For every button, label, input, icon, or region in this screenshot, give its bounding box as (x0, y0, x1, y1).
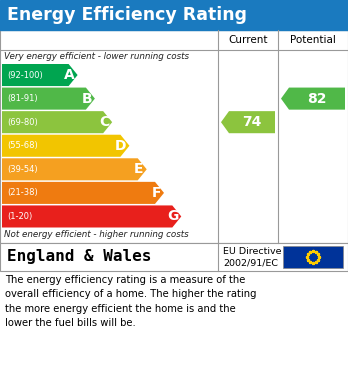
Bar (0, 30, 348, 243)
Text: F: F (151, 186, 161, 200)
Text: D: D (115, 139, 126, 153)
Polygon shape (221, 111, 275, 133)
Text: Very energy efficient - lower running costs: Very energy efficient - lower running co… (4, 52, 189, 61)
Polygon shape (281, 88, 345, 109)
Text: EU Directive
2002/91/EC: EU Directive 2002/91/EC (223, 247, 282, 267)
Bar (0, 243, 348, 271)
Text: E: E (134, 162, 144, 176)
Polygon shape (2, 182, 164, 204)
Text: 82: 82 (307, 91, 327, 106)
Text: (69-80): (69-80) (7, 118, 38, 127)
Text: (92-100): (92-100) (7, 70, 43, 79)
Polygon shape (2, 135, 129, 157)
Polygon shape (2, 205, 181, 228)
Text: 74: 74 (242, 115, 262, 129)
Polygon shape (2, 88, 95, 109)
Text: A: A (64, 68, 74, 82)
Bar (283, 246, 343, 268)
Text: (55-68): (55-68) (7, 141, 38, 150)
Polygon shape (2, 64, 78, 86)
Text: Not energy efficient - higher running costs: Not energy efficient - higher running co… (4, 230, 189, 239)
Text: B: B (81, 91, 92, 106)
Text: (21-38): (21-38) (7, 188, 38, 197)
Text: G: G (167, 210, 178, 224)
Text: (81-91): (81-91) (7, 94, 38, 103)
Text: The energy efficiency rating is a measure of the
overall efficiency of a home. T: The energy efficiency rating is a measur… (5, 275, 256, 328)
Polygon shape (2, 111, 112, 133)
Bar (0, 0, 348, 30)
Text: Energy Efficiency Rating: Energy Efficiency Rating (7, 6, 247, 24)
Text: England & Wales: England & Wales (7, 249, 151, 264)
Text: (1-20): (1-20) (7, 212, 32, 221)
Text: C: C (99, 115, 109, 129)
Text: Potential: Potential (290, 35, 336, 45)
Polygon shape (2, 158, 147, 180)
Text: Current: Current (228, 35, 268, 45)
Text: (39-54): (39-54) (7, 165, 38, 174)
